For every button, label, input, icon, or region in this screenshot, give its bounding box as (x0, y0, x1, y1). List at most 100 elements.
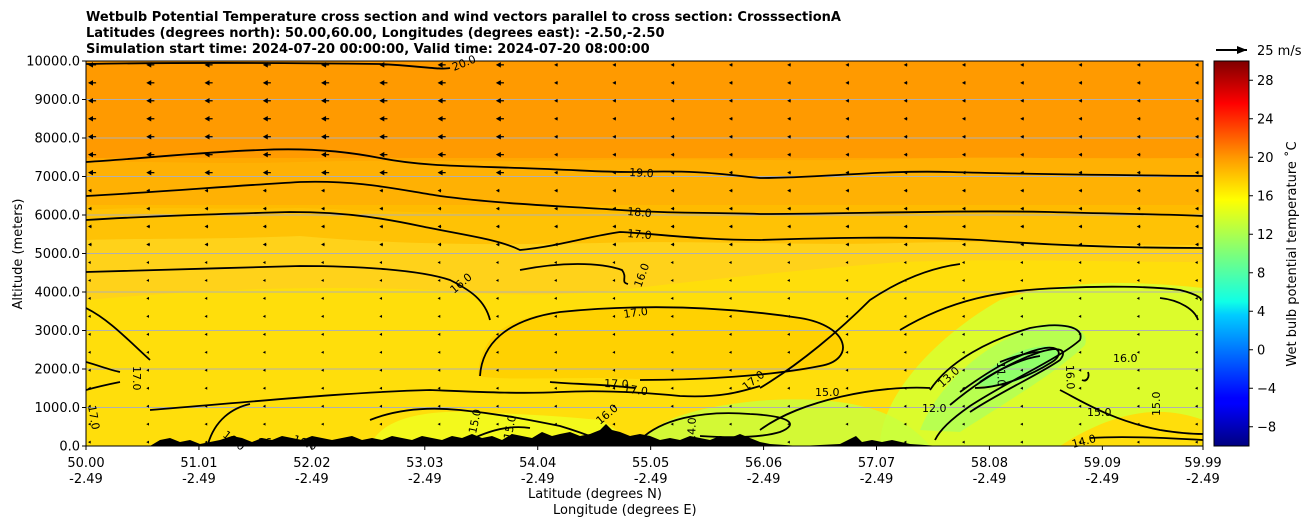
wind-arrow (1020, 116, 1024, 121)
colorbar-tick-label: 12 (1257, 228, 1274, 243)
wind-arrow (88, 332, 91, 336)
wind-arrow (728, 62, 733, 67)
wind-arrow (437, 62, 446, 68)
y-tick-label: 9000.0 (35, 93, 81, 108)
wind-arrow (495, 386, 499, 390)
wind-arrow (1136, 296, 1140, 300)
x-tick-lat-label: 58.08 (971, 456, 1008, 471)
wind-arrow (1136, 152, 1141, 157)
contour-14-se (1089, 436, 1203, 441)
wind-arrow (1136, 134, 1141, 139)
wind-arrow (204, 169, 213, 176)
wind-arrow (554, 404, 557, 408)
wind-arrow (204, 62, 213, 68)
wind-arrow (437, 386, 441, 390)
wind-arrow (204, 260, 208, 264)
wind-arrow (612, 386, 616, 390)
wind-arrow (1136, 422, 1140, 426)
wind-arrow (845, 170, 850, 175)
wind-arrow (146, 350, 149, 354)
wind-arrow (961, 260, 965, 264)
wind-arrow (554, 422, 557, 426)
colorbar-tick-label: 20 (1257, 151, 1274, 166)
wind-arrow (321, 422, 324, 426)
contour-label: 17.0 (85, 404, 102, 430)
wind-arrow (1136, 278, 1140, 282)
contour-17-lower (207, 403, 251, 445)
wind-arrow (1195, 278, 1198, 282)
wind-arrow (146, 169, 155, 176)
colorbar-gradient (1213, 60, 1250, 447)
wind-arrow (437, 80, 446, 86)
wind-arrow (845, 368, 849, 372)
wind-arrow (1195, 260, 1198, 264)
wind-arrow (670, 368, 674, 372)
wind-arrow (1020, 170, 1024, 175)
wind-arrow (554, 188, 558, 193)
wind-arrow (612, 404, 616, 408)
wind-arrow (379, 368, 383, 372)
wind-arrow (437, 368, 441, 372)
wind-arrow (437, 422, 441, 426)
wind-arrow (787, 206, 791, 211)
wind-arrow (903, 350, 907, 354)
wind-arrow (1195, 368, 1198, 372)
wind-arrow (1195, 188, 1199, 193)
wind-arrow (903, 386, 907, 390)
wind-arrow (437, 98, 446, 104)
wind-arrow (437, 188, 442, 193)
wind-arrow (1195, 134, 1199, 139)
contour-label: 12.0 (922, 402, 947, 415)
wind-arrow (728, 80, 733, 85)
wind-arrow (612, 152, 617, 157)
wind-arrow (670, 386, 674, 390)
x-axis-label-2: Longitude (degrees E) (553, 503, 697, 518)
contour-11-ne (999, 351, 1041, 363)
wind-arrow (961, 188, 966, 193)
wind-arrow (379, 296, 383, 300)
wind-arrow (1020, 404, 1023, 408)
x-tick-lon-label: -2.49 (1086, 472, 1120, 487)
x-tick-lat-label: 54.04 (519, 456, 556, 471)
wind-arrow (88, 169, 97, 176)
wind-arrow (321, 116, 330, 122)
wind-arrow (262, 296, 266, 300)
wind-arrow (554, 116, 558, 121)
contour-17-warm-pool-inner (549, 381, 636, 389)
wind-arrow (903, 224, 908, 229)
wind-arrow (321, 188, 325, 193)
wind-arrow (1078, 422, 1082, 426)
contour-label: 17.0 (604, 377, 629, 391)
wind-arrow (1078, 278, 1082, 282)
wind-arrow (204, 133, 213, 140)
wind-arrow (1078, 224, 1083, 229)
wind-arrow (88, 422, 91, 426)
contour-label: 11.0 (994, 362, 1008, 387)
wind-arrow (845, 80, 850, 85)
wind-arrow (903, 260, 907, 264)
wind-arrow (670, 80, 675, 85)
wind-arrow (321, 386, 324, 390)
wind-arrow (1195, 422, 1198, 426)
contour-16-left (86, 307, 151, 361)
wind-arrow (961, 152, 966, 157)
wind-arrow (262, 188, 267, 193)
wind-arrow (845, 134, 850, 139)
colorbar-tick-label: 8 (1257, 266, 1265, 281)
contour-16-loop (519, 263, 629, 285)
wind-arrow (495, 151, 504, 158)
wind-arrow (146, 188, 150, 193)
wind-arrow (1020, 314, 1023, 318)
wind-arrow (1136, 386, 1140, 390)
title-line-2: Latitudes (degrees north): 50.00,60.00, … (86, 26, 665, 41)
wind-arrow (787, 260, 790, 264)
wind-arrow (612, 350, 616, 354)
wind-arrow (787, 80, 791, 85)
wind-arrow (961, 296, 965, 300)
field-upper-warm (86, 61, 1203, 163)
wind-arrow (903, 278, 907, 282)
x-tick-lat-label: 59.09 (1084, 456, 1121, 471)
wind-arrow (262, 133, 271, 140)
wind-arrow (787, 386, 790, 390)
wind-arrow (379, 386, 383, 390)
